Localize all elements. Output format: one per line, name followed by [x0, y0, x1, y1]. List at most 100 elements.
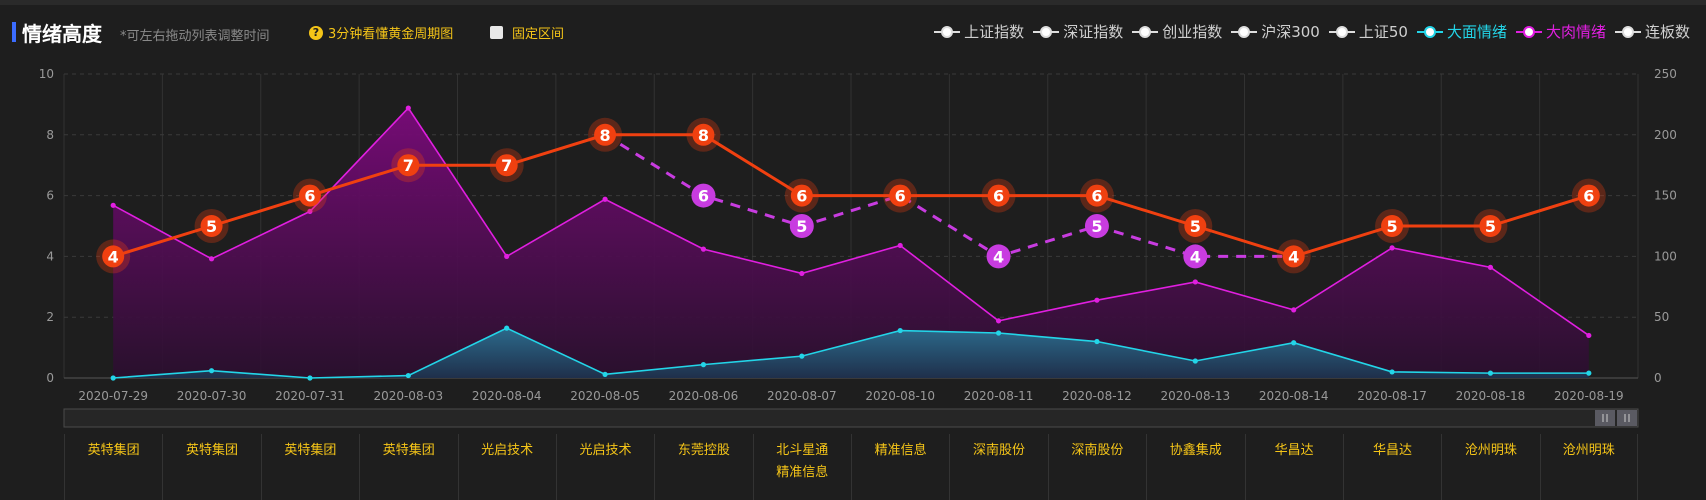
stock-name[interactable]: 东莞控股	[677, 443, 730, 458]
legend-item-0[interactable]: 上证指数	[934, 21, 1024, 42]
stock-column: 华昌达	[1342, 434, 1441, 500]
height-marker	[987, 184, 1010, 207]
golden-cycle-label: 3分钟看懂黄金周期图	[328, 27, 454, 42]
fix-range-checkbox[interactable]	[490, 26, 503, 39]
stock-name[interactable]: 协鑫集成	[1169, 443, 1222, 458]
meat-emotion-area	[113, 108, 1589, 378]
legend-item-2[interactable]: 创业指数	[1132, 21, 1222, 42]
height-value-label: 6	[895, 187, 906, 206]
meat-emotion-point	[1487, 264, 1494, 270]
stock-name[interactable]: 英特集团	[382, 443, 435, 458]
stock-column: 英特集团	[260, 434, 359, 500]
alt-height-value-label: 5	[796, 217, 807, 236]
height-marker	[200, 215, 223, 237]
stock-column: 精准信息	[851, 434, 949, 500]
height-marker	[1577, 184, 1600, 207]
height-value-label: 5	[1386, 217, 1397, 236]
alt-height-value-label: 4	[1190, 247, 1201, 266]
legend-marker-icon	[1328, 25, 1355, 39]
height-value-label: 8	[599, 126, 610, 145]
meat-emotion-point	[1094, 297, 1100, 303]
stock-name[interactable]: 英特集团	[87, 443, 140, 458]
slider-right-handle[interactable]	[1617, 410, 1637, 426]
height-marker	[790, 184, 813, 207]
stock-name[interactable]: 英特集团	[284, 443, 337, 458]
legend-item-7[interactable]: 连板数	[1614, 21, 1690, 42]
legend-marker-icon	[934, 25, 961, 39]
height-value-label: 4	[1288, 247, 1299, 266]
height-value-label: 8	[698, 126, 709, 145]
legend-item-5[interactable]: 大面情绪	[1416, 21, 1507, 42]
noodle-emotion-point	[504, 325, 510, 331]
fix-range-label: 固定区间	[512, 27, 565, 42]
stock-column: 光启技术	[457, 434, 556, 500]
stock-name[interactable]: 深南股份	[973, 443, 1026, 458]
stock-name[interactable]: 深南股份	[1071, 443, 1124, 458]
date-range-slider	[63, 408, 1639, 428]
legend-marker-icon	[1614, 25, 1641, 39]
stock-column: 英特集团	[162, 434, 260, 500]
meat-emotion-point	[1586, 332, 1592, 339]
stock-name[interactable]: 光启技术	[579, 443, 632, 458]
alt-height-marker	[986, 244, 1011, 269]
alt-height-marker	[691, 183, 716, 208]
x-tick-label: 2020-08-18	[1456, 389, 1526, 403]
x-tick-label: 2020-08-03	[373, 389, 443, 403]
stock-name[interactable]: 沧州明珠	[1464, 443, 1517, 458]
y-right-tick-label: 150	[1654, 189, 1677, 203]
stock-column: 华昌达	[1244, 434, 1343, 500]
legend-label: 大面情绪	[1446, 23, 1507, 41]
x-tick-label: 2020-08-04	[472, 389, 542, 403]
alt-height-value-label: 5	[1091, 217, 1102, 236]
legend-marker-icon	[1515, 25, 1542, 39]
top-strip	[0, 0, 1706, 5]
stock-name[interactable]: 精准信息	[776, 465, 829, 480]
legend-item-3[interactable]: 沪深300	[1231, 21, 1320, 42]
x-tick-label: 2020-07-31	[275, 389, 345, 403]
drag-hint: *可左右拖动列表调整时间	[120, 29, 270, 44]
alt-height-marker	[789, 214, 814, 238]
meat-emotion-point	[799, 270, 805, 277]
golden-cycle-link[interactable]: ? 3分钟看懂黄金周期图	[309, 23, 453, 42]
legend-marker-icon	[1416, 25, 1443, 39]
legend-item-4[interactable]: 上证50	[1328, 21, 1408, 42]
stock-name[interactable]: 华昌达	[1274, 443, 1314, 458]
height-marker	[397, 154, 420, 177]
meat-emotion-point	[700, 246, 707, 252]
stock-column: 深南股份	[1047, 434, 1146, 500]
meat-emotion-point	[897, 242, 903, 249]
stock-name[interactable]: 英特集团	[186, 443, 239, 458]
x-tick-label: 2020-07-30	[177, 389, 247, 403]
noodle-emotion-point	[1192, 358, 1198, 364]
stock-column: 东莞控股	[654, 434, 752, 500]
noodle-emotion-point	[1291, 340, 1297, 346]
chart-header: 情绪高度 *可左右拖动列表调整时间 ? 3分钟看懂黄金周期图 固定区间 上证指数…	[0, 18, 1706, 48]
y-right-tick-label: 100	[1654, 249, 1677, 263]
legend-item-1[interactable]: 深证指数	[1033, 21, 1123, 42]
y-left-tick-label: 6	[46, 189, 54, 203]
noodle-emotion-line	[113, 327, 1589, 379]
slider-left-handle[interactable]	[1595, 410, 1615, 426]
stock-name[interactable]: 精准信息	[874, 443, 927, 458]
fix-range-toggle[interactable]: 固定区间	[490, 23, 564, 42]
stock-name[interactable]: 沧州明珠	[1562, 443, 1615, 458]
legend-item-6[interactable]: 大肉情绪	[1515, 21, 1606, 42]
alt-height-dashed-line	[604, 133, 1294, 259]
stock-name[interactable]: 北斗星通	[776, 443, 829, 458]
stock-column: 英特集团	[359, 434, 457, 500]
y-right-tick-label: 200	[1654, 128, 1677, 142]
meat-emotion-point	[1389, 245, 1395, 251]
height-marker	[1282, 245, 1305, 268]
noodle-emotion-point	[208, 368, 215, 374]
stock-column: 沧州明珠	[1539, 434, 1638, 500]
y-left-tick-label: 2	[46, 310, 54, 324]
stock-column: 光启技术	[555, 434, 654, 500]
stock-name[interactable]: 光启技术	[481, 443, 534, 458]
stock-name[interactable]: 华昌达	[1373, 443, 1413, 458]
height-value-label: 7	[403, 156, 414, 175]
meat-emotion-point	[405, 105, 411, 111]
height-marker	[1085, 184, 1108, 207]
stock-column: 协鑫集成	[1146, 434, 1244, 500]
noodle-emotion-point	[405, 372, 411, 379]
